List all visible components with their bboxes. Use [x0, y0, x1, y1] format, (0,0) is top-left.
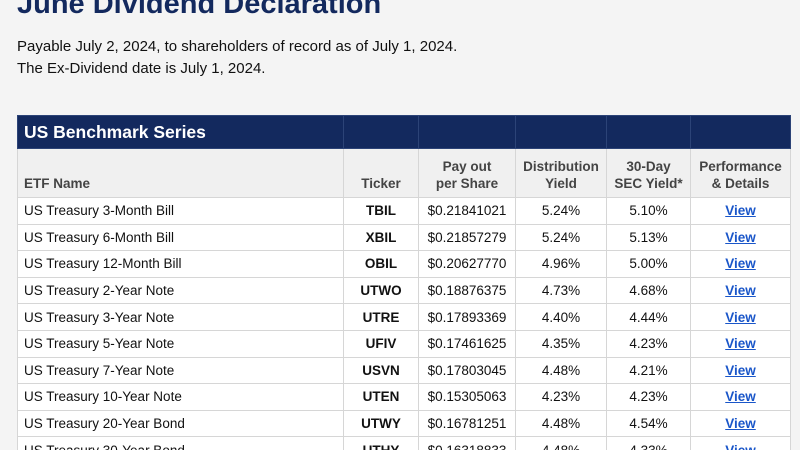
- view-link[interactable]: View: [725, 203, 756, 219]
- column-header: Performance & Details: [690, 148, 791, 198]
- row: US Treasury 2-Year Note UTWO $0.18876375 4.…: [17, 276, 791, 305]
- caption-row: US Benchmark Series: [17, 115, 791, 149]
- cell: US Treasury 3-Month Bill: [17, 197, 344, 225]
- cell: UTHY: [343, 436, 419, 450]
- view-link[interactable]: View: [725, 336, 756, 352]
- note: Payable July 2, 2024, to shareholders of…: [17, 38, 458, 55]
- cell: $0.18876375: [418, 276, 516, 305]
- row: US Treasury 3-Month Bill TBIL $0.21841021 5…: [17, 197, 791, 225]
- cell: 4.23%: [515, 383, 607, 411]
- cell: US Treasury 7-Year Note: [17, 356, 344, 385]
- cell: $0.21841021: [418, 197, 516, 225]
- note: The Ex-Dividend date is July 1, 2024.: [17, 60, 266, 77]
- row: US Treasury 6-Month Bill XBIL $0.21857279 5…: [17, 223, 791, 252]
- cell: US Treasury 5-Year Note: [17, 329, 344, 358]
- cell: US Treasury 12-Month Bill: [17, 250, 344, 278]
- cell: View: [690, 276, 791, 305]
- cell: US Treasury 2-Year Note: [17, 276, 344, 305]
- cell: 4.40%: [515, 303, 607, 331]
- row: US Treasury 3-Year Note UTRE $0.17893369 4.…: [17, 303, 791, 331]
- cell: UTEN: [343, 383, 419, 411]
- cell: US Treasury 3-Year Note: [17, 303, 344, 331]
- cell: View: [690, 303, 791, 331]
- cell: $0.15305063: [418, 383, 516, 411]
- cell: $0.16781251: [418, 409, 516, 438]
- cell: 4.48%: [515, 356, 607, 385]
- cell: $0.17893369: [418, 303, 516, 331]
- cell: View: [690, 356, 791, 385]
- column-header: Pay out per Share: [418, 148, 516, 198]
- column-header: ETF Name: [17, 148, 344, 198]
- cell: UFIV: [343, 329, 419, 358]
- cell: View: [690, 329, 791, 358]
- cell: UTWO: [343, 276, 419, 305]
- cell: 5.00%: [606, 250, 691, 278]
- column-header: Distribution Yield: [515, 148, 607, 198]
- cell: 4.21%: [606, 356, 691, 385]
- cell: 4.48%: [515, 436, 607, 450]
- cell: View: [690, 197, 791, 225]
- cell: $0.21857279: [418, 223, 516, 252]
- cell: 4.96%: [515, 250, 607, 278]
- cell: US Treasury 6-Month Bill: [17, 223, 344, 252]
- cell: 4.68%: [606, 276, 691, 305]
- view-link[interactable]: View: [725, 309, 756, 325]
- header-row: ETF Name Ticker Pay out per Share Distribut…: [17, 148, 791, 198]
- cell: 4.44%: [606, 303, 691, 331]
- cell: View: [690, 250, 791, 278]
- title: June Dividend Declaration: [17, 0, 382, 20]
- view-link[interactable]: View: [725, 389, 756, 405]
- cell: US Treasury 30-Year Bond: [17, 436, 344, 450]
- cell: $0.20627770: [418, 250, 516, 278]
- cell: USVN: [343, 356, 419, 385]
- view-link[interactable]: View: [725, 283, 756, 299]
- view-link[interactable]: View: [725, 443, 756, 450]
- cell: 5.24%: [515, 223, 607, 252]
- cell: View: [690, 223, 791, 252]
- cell: TBIL: [343, 197, 419, 225]
- row: US Treasury 20-Year Bond UTWY $0.16781251 4…: [17, 409, 791, 438]
- cell: UTWY: [343, 409, 419, 438]
- cell: $0.17803045: [418, 356, 516, 385]
- cell: US Treasury 10-Year Note: [17, 383, 344, 411]
- cell: View: [690, 409, 791, 438]
- cell: 4.48%: [515, 409, 607, 438]
- cell: 4.54%: [606, 409, 691, 438]
- view-link[interactable]: View: [725, 362, 756, 378]
- column-header: Ticker: [343, 148, 419, 198]
- cell: View: [690, 436, 791, 450]
- caption: US Benchmark Series: [17, 115, 344, 149]
- row: US Treasury 10-Year Note UTEN $0.15305063 4…: [17, 383, 791, 411]
- dividend-table: US Benchmark Series ETF Name Ticker Pay ou…: [17, 115, 791, 450]
- row: US Treasury 7-Year Note USVN $0.17803045 4.…: [17, 356, 791, 385]
- cell: 4.73%: [515, 276, 607, 305]
- cell: 4.23%: [606, 329, 691, 358]
- view-link[interactable]: View: [725, 416, 756, 432]
- row: US Treasury 30-Year BondUTHY$0.163188334…: [17, 436, 791, 450]
- cell: OBIL: [343, 250, 419, 278]
- cell: 5.24%: [515, 197, 607, 225]
- cell: UTRE: [343, 303, 419, 331]
- view-link[interactable]: View: [725, 229, 756, 245]
- column-header: 30-Day SEC Yield*: [606, 148, 691, 198]
- cell: View: [690, 383, 791, 411]
- cell: US Treasury 20-Year Bond: [17, 409, 344, 438]
- cell: 4.33%: [606, 436, 691, 450]
- cell: 4.35%: [515, 329, 607, 358]
- row: US Treasury 5-Year Note UFIV $0.17461625 4.…: [17, 329, 791, 358]
- view-link[interactable]: View: [725, 256, 756, 272]
- cell: $0.17461625: [418, 329, 516, 358]
- cell: XBIL: [343, 223, 419, 252]
- cell: 5.13%: [606, 223, 691, 252]
- cell: 4.23%: [606, 383, 691, 411]
- cell: 5.10%: [606, 197, 691, 225]
- row: US Treasury 12-Month Bill OBIL $0.20627770…: [17, 250, 791, 278]
- cell: $0.16318833: [418, 436, 516, 450]
